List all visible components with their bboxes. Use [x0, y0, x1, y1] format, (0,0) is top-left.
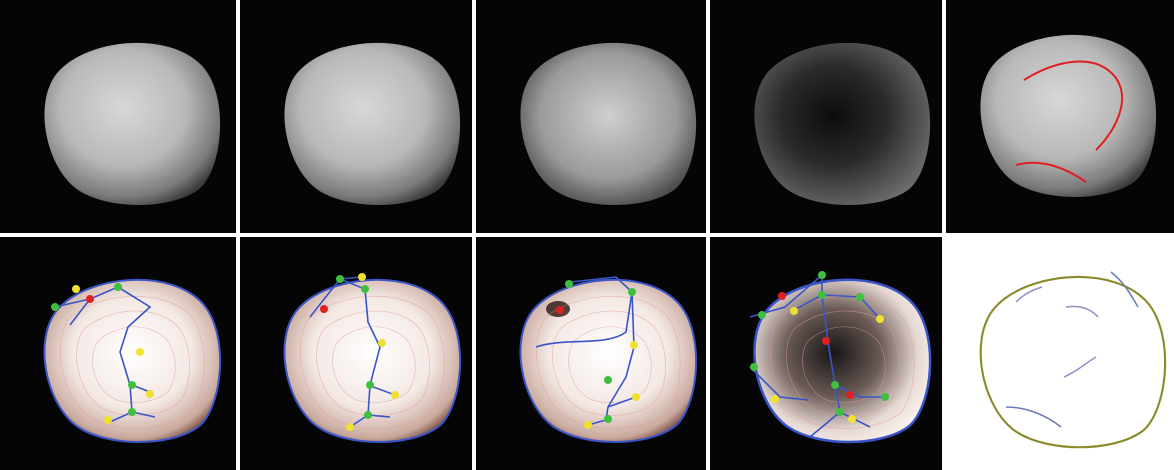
panel	[0, 237, 236, 470]
node	[72, 285, 80, 293]
panel	[240, 237, 472, 470]
node	[128, 381, 136, 389]
shape-render	[980, 35, 1156, 197]
shape-render	[284, 43, 460, 205]
node	[565, 280, 573, 288]
node	[364, 411, 372, 419]
node	[628, 288, 636, 296]
heat-map	[284, 280, 460, 442]
shape-render	[754, 43, 930, 205]
node	[822, 337, 830, 345]
node	[750, 363, 758, 371]
node	[778, 292, 786, 300]
node	[836, 408, 844, 416]
node	[114, 283, 122, 291]
panel	[240, 0, 472, 233]
figure	[0, 0, 1174, 470]
shape-render	[44, 43, 220, 205]
node	[856, 293, 864, 301]
node	[758, 311, 766, 319]
node	[831, 381, 839, 389]
node	[632, 393, 640, 401]
panel	[476, 237, 706, 470]
node	[604, 376, 612, 384]
node	[136, 348, 144, 356]
node	[146, 390, 154, 398]
node	[104, 416, 112, 424]
node	[336, 275, 344, 283]
node	[128, 408, 136, 416]
node	[790, 307, 798, 315]
panel	[476, 0, 706, 233]
node	[51, 303, 59, 311]
shape-render	[520, 43, 696, 205]
node	[818, 291, 826, 299]
panel	[0, 0, 236, 233]
node	[556, 306, 564, 314]
node	[320, 305, 328, 313]
panel	[710, 237, 942, 470]
node	[361, 285, 369, 293]
node	[876, 315, 884, 323]
node	[881, 393, 889, 401]
node	[391, 391, 399, 399]
node	[848, 415, 856, 423]
node	[846, 391, 854, 399]
panel	[710, 0, 942, 233]
node	[86, 295, 94, 303]
node	[584, 421, 592, 429]
node	[771, 395, 779, 403]
panel	[946, 0, 1174, 233]
node	[630, 341, 638, 349]
node	[378, 339, 386, 347]
node	[358, 273, 366, 281]
body	[0, 0, 1174, 470]
panel	[946, 237, 1174, 470]
node	[604, 415, 612, 423]
node	[366, 381, 374, 389]
heat-map	[754, 280, 930, 442]
page: {} html, body { margin: 0; padding: 0; b…	[0, 0, 1174, 470]
node	[818, 271, 826, 279]
node	[346, 423, 354, 431]
